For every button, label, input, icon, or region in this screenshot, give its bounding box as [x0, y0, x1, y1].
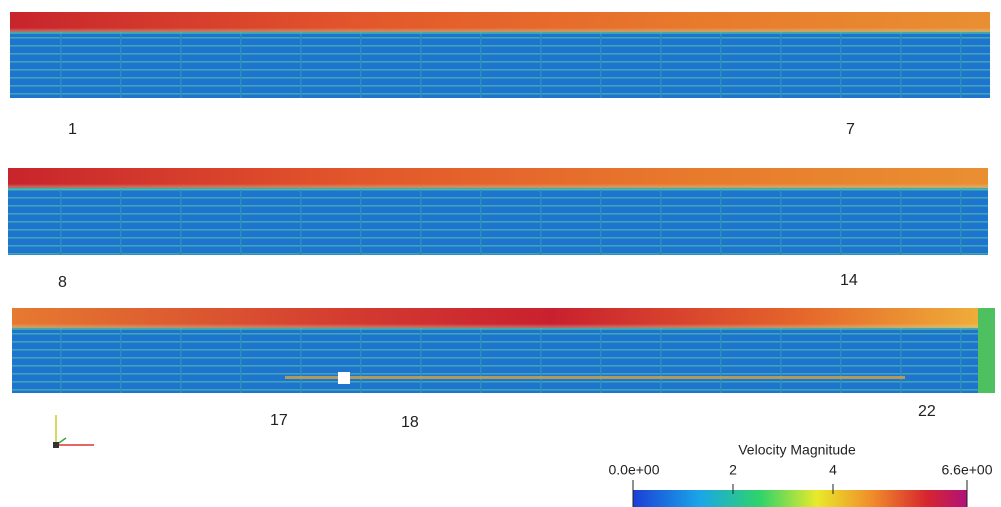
panel-label: 22 — [918, 403, 936, 420]
colorbar-tick-label: 0.0e+00 — [609, 462, 660, 478]
colorbar-tick-label: 4 — [829, 462, 837, 478]
panel-label: 7 — [846, 121, 855, 138]
axes-icon — [53, 415, 94, 448]
colorbar-tick-label: 6.6e+00 — [942, 462, 993, 478]
figure: 1 7 8 14 17 18 22 Velocity Magnitude 0.0… — [0, 0, 1001, 507]
panel-label: 18 — [401, 414, 419, 431]
panel-2 — [8, 168, 988, 255]
panel-1 — [10, 12, 990, 98]
colorbar-tick-label: 2 — [729, 462, 737, 478]
colorbar-title: Velocity Magnitude — [738, 442, 856, 458]
panel-3 — [12, 308, 995, 393]
colorbar: Velocity Magnitude 0.0e+00 2 4 6.6e+00 — [609, 442, 993, 507]
panel-label: 14 — [840, 272, 858, 289]
panel-label: 1 — [68, 121, 77, 138]
panel-label: 8 — [58, 274, 67, 291]
panel-label: 17 — [270, 412, 288, 429]
